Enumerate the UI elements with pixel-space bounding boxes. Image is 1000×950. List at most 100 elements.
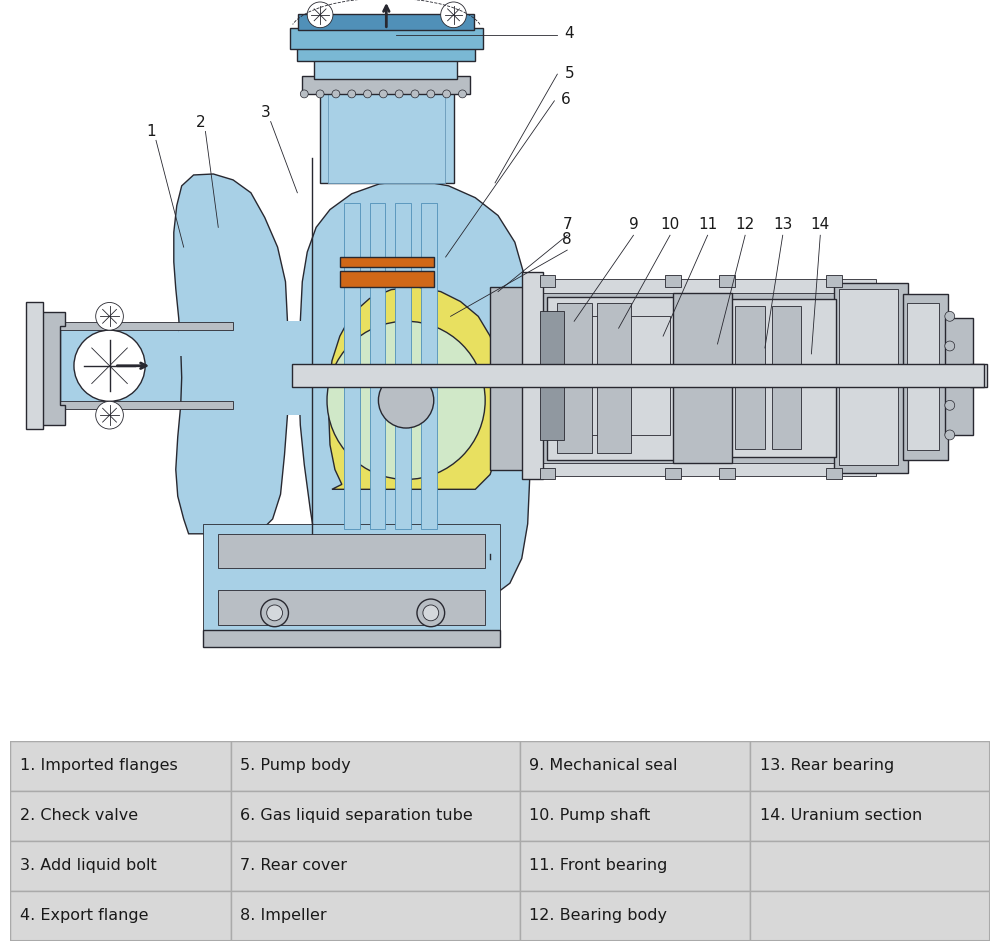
Text: 10. Pump shaft: 10. Pump shaft — [529, 808, 651, 824]
Text: 6. Gas liquid separation tube: 6. Gas liquid separation tube — [240, 808, 473, 824]
Text: 10: 10 — [660, 217, 680, 232]
Bar — [970, 364, 987, 388]
Text: 8. Impeller: 8. Impeller — [240, 908, 327, 923]
Bar — [60, 401, 233, 409]
Bar — [719, 275, 735, 287]
Circle shape — [417, 599, 445, 627]
Text: 9: 9 — [629, 217, 638, 232]
Bar — [826, 275, 842, 287]
Bar — [772, 307, 801, 448]
Text: 2. Check valve: 2. Check valve — [20, 808, 138, 824]
Bar — [421, 202, 437, 529]
Bar — [230, 790, 520, 841]
Circle shape — [458, 90, 466, 98]
Bar — [314, 57, 457, 79]
Text: 5. Pump body: 5. Pump body — [240, 758, 351, 773]
Bar — [340, 257, 434, 267]
Bar — [750, 790, 990, 841]
Bar — [344, 202, 360, 529]
Circle shape — [378, 372, 434, 428]
Bar — [750, 741, 990, 790]
Text: 14. Uranium section: 14. Uranium section — [760, 808, 922, 824]
Bar — [60, 322, 233, 331]
Circle shape — [96, 401, 123, 429]
Circle shape — [945, 312, 955, 321]
Text: 12. Bearing body: 12. Bearing body — [529, 908, 667, 923]
Bar — [945, 318, 973, 435]
Bar — [520, 841, 750, 891]
Bar — [522, 272, 543, 480]
Bar — [665, 467, 681, 480]
Bar — [540, 312, 564, 440]
Text: 6: 6 — [561, 92, 571, 107]
Bar — [520, 790, 750, 841]
Bar — [60, 326, 233, 406]
Bar — [10, 741, 230, 790]
Bar — [218, 534, 485, 568]
Text: 4: 4 — [564, 26, 574, 41]
Circle shape — [379, 90, 387, 98]
Bar — [540, 278, 876, 293]
Text: 2: 2 — [196, 115, 205, 130]
Bar — [298, 14, 474, 29]
Bar — [203, 630, 500, 648]
Circle shape — [945, 341, 955, 351]
Polygon shape — [174, 174, 287, 534]
Bar — [10, 841, 230, 891]
Text: 9. Mechanical seal: 9. Mechanical seal — [529, 758, 678, 773]
Polygon shape — [298, 180, 530, 598]
Bar — [551, 316, 670, 435]
Circle shape — [945, 430, 955, 440]
Bar — [839, 289, 898, 465]
Text: 3. Add liquid bolt: 3. Add liquid bolt — [20, 858, 157, 873]
Text: 3: 3 — [261, 105, 271, 121]
Text: 11: 11 — [698, 217, 717, 232]
Bar — [719, 467, 735, 480]
Bar — [750, 841, 990, 891]
Circle shape — [443, 90, 451, 98]
Circle shape — [327, 321, 485, 480]
Circle shape — [427, 90, 435, 98]
Bar — [10, 891, 230, 940]
Bar — [203, 523, 500, 633]
Text: 8: 8 — [562, 232, 572, 247]
Bar — [547, 296, 676, 460]
Text: 13: 13 — [773, 217, 792, 232]
Bar — [540, 467, 555, 480]
Circle shape — [316, 90, 324, 98]
Circle shape — [300, 90, 308, 98]
Bar — [903, 294, 948, 460]
Text: 7. Rear cover: 7. Rear cover — [240, 858, 347, 873]
Bar — [395, 202, 411, 529]
Bar — [520, 741, 750, 790]
Text: 14: 14 — [811, 217, 830, 232]
Bar — [290, 28, 483, 49]
Bar — [179, 326, 302, 356]
Bar — [727, 298, 836, 457]
Circle shape — [423, 605, 439, 620]
Bar — [328, 94, 445, 182]
Bar — [557, 303, 592, 453]
Text: 11. Front bearing: 11. Front bearing — [529, 858, 668, 873]
Circle shape — [945, 400, 955, 410]
Bar — [540, 463, 876, 477]
Bar — [735, 307, 765, 448]
Bar — [302, 76, 470, 94]
Bar — [370, 202, 385, 529]
Bar — [673, 293, 732, 463]
Text: 1. Imported flanges: 1. Imported flanges — [20, 758, 178, 773]
Text: 12: 12 — [736, 217, 755, 232]
Circle shape — [307, 2, 333, 28]
Bar — [490, 287, 525, 469]
Circle shape — [74, 331, 145, 401]
Bar — [230, 841, 520, 891]
Bar — [540, 289, 876, 466]
Polygon shape — [35, 313, 65, 425]
Circle shape — [364, 90, 371, 98]
Text: 5: 5 — [564, 66, 574, 81]
Circle shape — [348, 90, 356, 98]
Text: 1: 1 — [146, 124, 156, 139]
Bar — [292, 364, 984, 388]
Bar — [65, 331, 231, 401]
Bar — [230, 741, 520, 790]
